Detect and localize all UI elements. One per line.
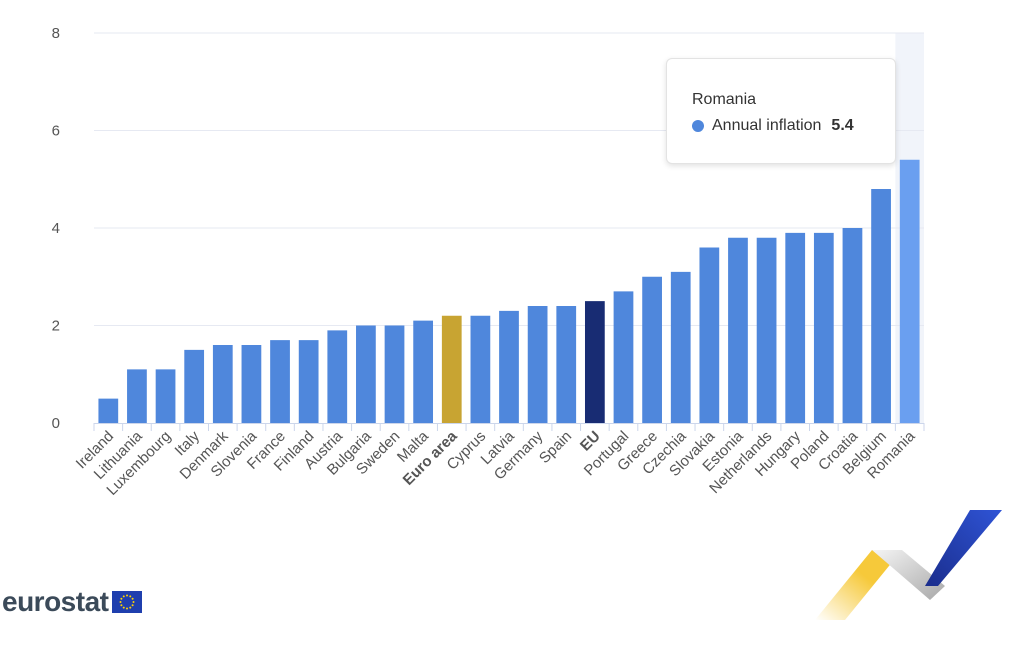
bar-netherlands[interactable] — [756, 237, 777, 423]
tooltip-row: Annual inflation 5.4 — [692, 117, 895, 135]
series-dot-icon — [692, 120, 704, 132]
bar-italy[interactable] — [184, 349, 205, 423]
bar-austria[interactable] — [327, 330, 348, 423]
y-tick-label: 8 — [52, 25, 60, 42]
brand-arrow-graphic — [815, 510, 1002, 620]
bar-latvia[interactable] — [499, 310, 519, 423]
bar-cyprus[interactable] — [470, 315, 491, 423]
bar-lithuania[interactable] — [127, 369, 147, 423]
bar-denmark[interactable] — [212, 345, 233, 423]
bar-euro-area[interactable] — [441, 315, 462, 423]
bar-slovenia[interactable] — [241, 345, 262, 423]
bar-sweden[interactable] — [384, 325, 405, 424]
bar-poland[interactable] — [813, 232, 834, 423]
bar-germany[interactable] — [527, 306, 548, 423]
y-tick-label: 2 — [52, 318, 60, 335]
bar-finland[interactable] — [298, 340, 319, 423]
bar-france[interactable] — [270, 340, 290, 423]
bar-luxembourg[interactable] — [155, 369, 176, 423]
tooltip-title: Romania — [692, 91, 757, 108]
tooltip: Romania Annual inflation 5.4 — [666, 58, 896, 164]
tooltip-series-label: Annual inflation — [712, 117, 822, 134]
bar-greece[interactable] — [642, 276, 662, 423]
eu-flag-icon — [112, 591, 143, 613]
bar-slovakia[interactable] — [699, 247, 720, 424]
y-tick-label: 6 — [52, 123, 60, 140]
bar-estonia[interactable] — [728, 237, 748, 423]
bar-spain[interactable] — [556, 306, 577, 423]
bar-bulgaria[interactable] — [356, 325, 376, 424]
bar-czechia[interactable] — [670, 271, 691, 423]
y-tick-label: 0 — [52, 415, 60, 432]
logo-text: eurostat — [2, 586, 109, 617]
bar-hungary[interactable] — [785, 232, 806, 423]
bar-croatia[interactable] — [842, 228, 863, 423]
bar-portugal[interactable] — [613, 291, 634, 423]
bar-romania[interactable] — [899, 159, 920, 423]
tooltip-value: 5.4 — [831, 117, 854, 134]
bar-malta[interactable] — [413, 320, 434, 423]
x-tick-label: Spain — [536, 428, 575, 467]
bar-belgium[interactable] — [871, 189, 891, 423]
y-tick-label: 4 — [52, 220, 60, 237]
bar-ireland[interactable] — [98, 398, 119, 423]
bar-eu[interactable] — [584, 301, 605, 423]
eurostat-logo: eurostat — [2, 586, 143, 618]
